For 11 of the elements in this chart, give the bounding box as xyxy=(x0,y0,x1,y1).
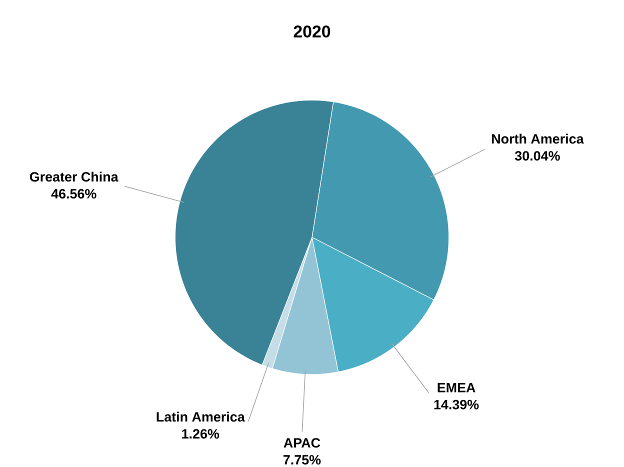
slice-label: North America xyxy=(492,134,584,144)
data-label: 30.04% xyxy=(514,151,560,161)
data-label: 7.75% xyxy=(283,455,321,465)
slice-label: Latin America xyxy=(156,412,245,422)
chart-title: 2020 xyxy=(294,26,330,38)
slice-label: APAC xyxy=(284,438,320,448)
data-label: 1.26% xyxy=(182,429,220,439)
slice-label: Greater China xyxy=(30,172,118,182)
slice-label: EMEA xyxy=(438,383,476,393)
data-label: 14.39% xyxy=(434,400,479,410)
data-label: 46.56% xyxy=(51,189,96,199)
